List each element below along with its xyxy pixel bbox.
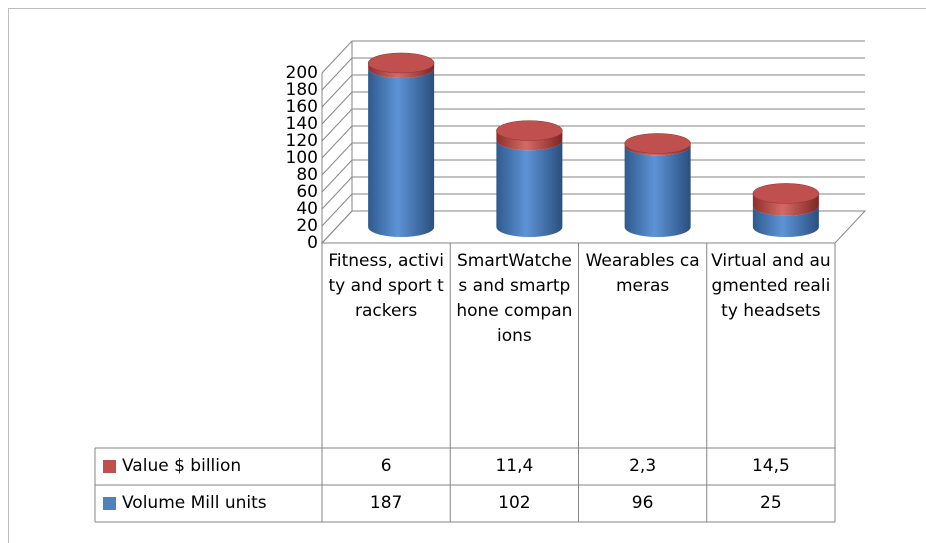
grid-line	[321, 142, 865, 176]
grid-line	[321, 40, 865, 74]
grid-line	[321, 193, 865, 227]
table-value: 6	[380, 456, 392, 476]
table-value: 2,3	[629, 456, 657, 476]
cylinder-top	[624, 133, 691, 154]
y-tick-label: 120	[286, 131, 318, 151]
grid-line	[321, 210, 865, 244]
grid-line	[321, 176, 865, 210]
y-tick-label: 60	[296, 182, 318, 202]
cylinder-segment	[624, 143, 691, 156]
cylinder-segment	[624, 145, 691, 237]
cylinder-top	[752, 183, 820, 204]
chart-frame	[8, 8, 926, 543]
table-value: 14,5	[751, 456, 790, 476]
cylinder-segment	[752, 205, 819, 237]
y-tick-label: 20	[296, 216, 318, 236]
cylinder-segment	[368, 68, 435, 237]
cylinder-top	[367, 52, 435, 74]
cylinder-segment	[752, 193, 819, 216]
y-tick-label: 140	[286, 114, 318, 134]
table-value: 25	[760, 493, 782, 513]
grid-line	[321, 125, 865, 159]
y-tick-label: 80	[296, 165, 318, 185]
grid-line	[321, 108, 865, 142]
y-tick-label: 40	[296, 199, 318, 219]
y-tick-label: 100	[286, 148, 318, 168]
cylinder-segment	[496, 130, 563, 151]
category-label: SmartWatches and smartphone companions	[456, 251, 573, 346]
legend-entry: Value $ billion	[95, 448, 322, 485]
cylinder-segment	[496, 140, 563, 237]
grid-line	[321, 57, 865, 91]
legend-entry: Volume Mill units	[95, 485, 322, 522]
table-value: 11,4	[495, 456, 534, 476]
grid-line	[321, 159, 865, 193]
legend-swatch	[103, 497, 116, 510]
table-value: 96	[631, 493, 654, 513]
y-tick-label: 160	[286, 97, 318, 117]
table-value: 187	[369, 493, 403, 513]
legend-label: Value $ billion	[122, 456, 242, 476]
cylinder-top	[496, 120, 563, 141]
legend-swatch	[103, 460, 116, 473]
category-label: Wearables cameras	[585, 251, 700, 296]
grid-line	[321, 91, 865, 125]
legend-label: Volume Mill units	[122, 493, 267, 513]
y-tick-label: 180	[286, 80, 318, 100]
y-tick-label: 200	[286, 63, 318, 83]
cylinder-segment	[368, 62, 435, 79]
y-tick-label: 0	[307, 233, 318, 253]
category-label: Fitness, activity and sport trackers	[328, 251, 444, 321]
table-value: 102	[498, 493, 531, 513]
grid-line	[321, 74, 865, 108]
category-label: Virtual and augmented reality headsets	[711, 251, 831, 321]
